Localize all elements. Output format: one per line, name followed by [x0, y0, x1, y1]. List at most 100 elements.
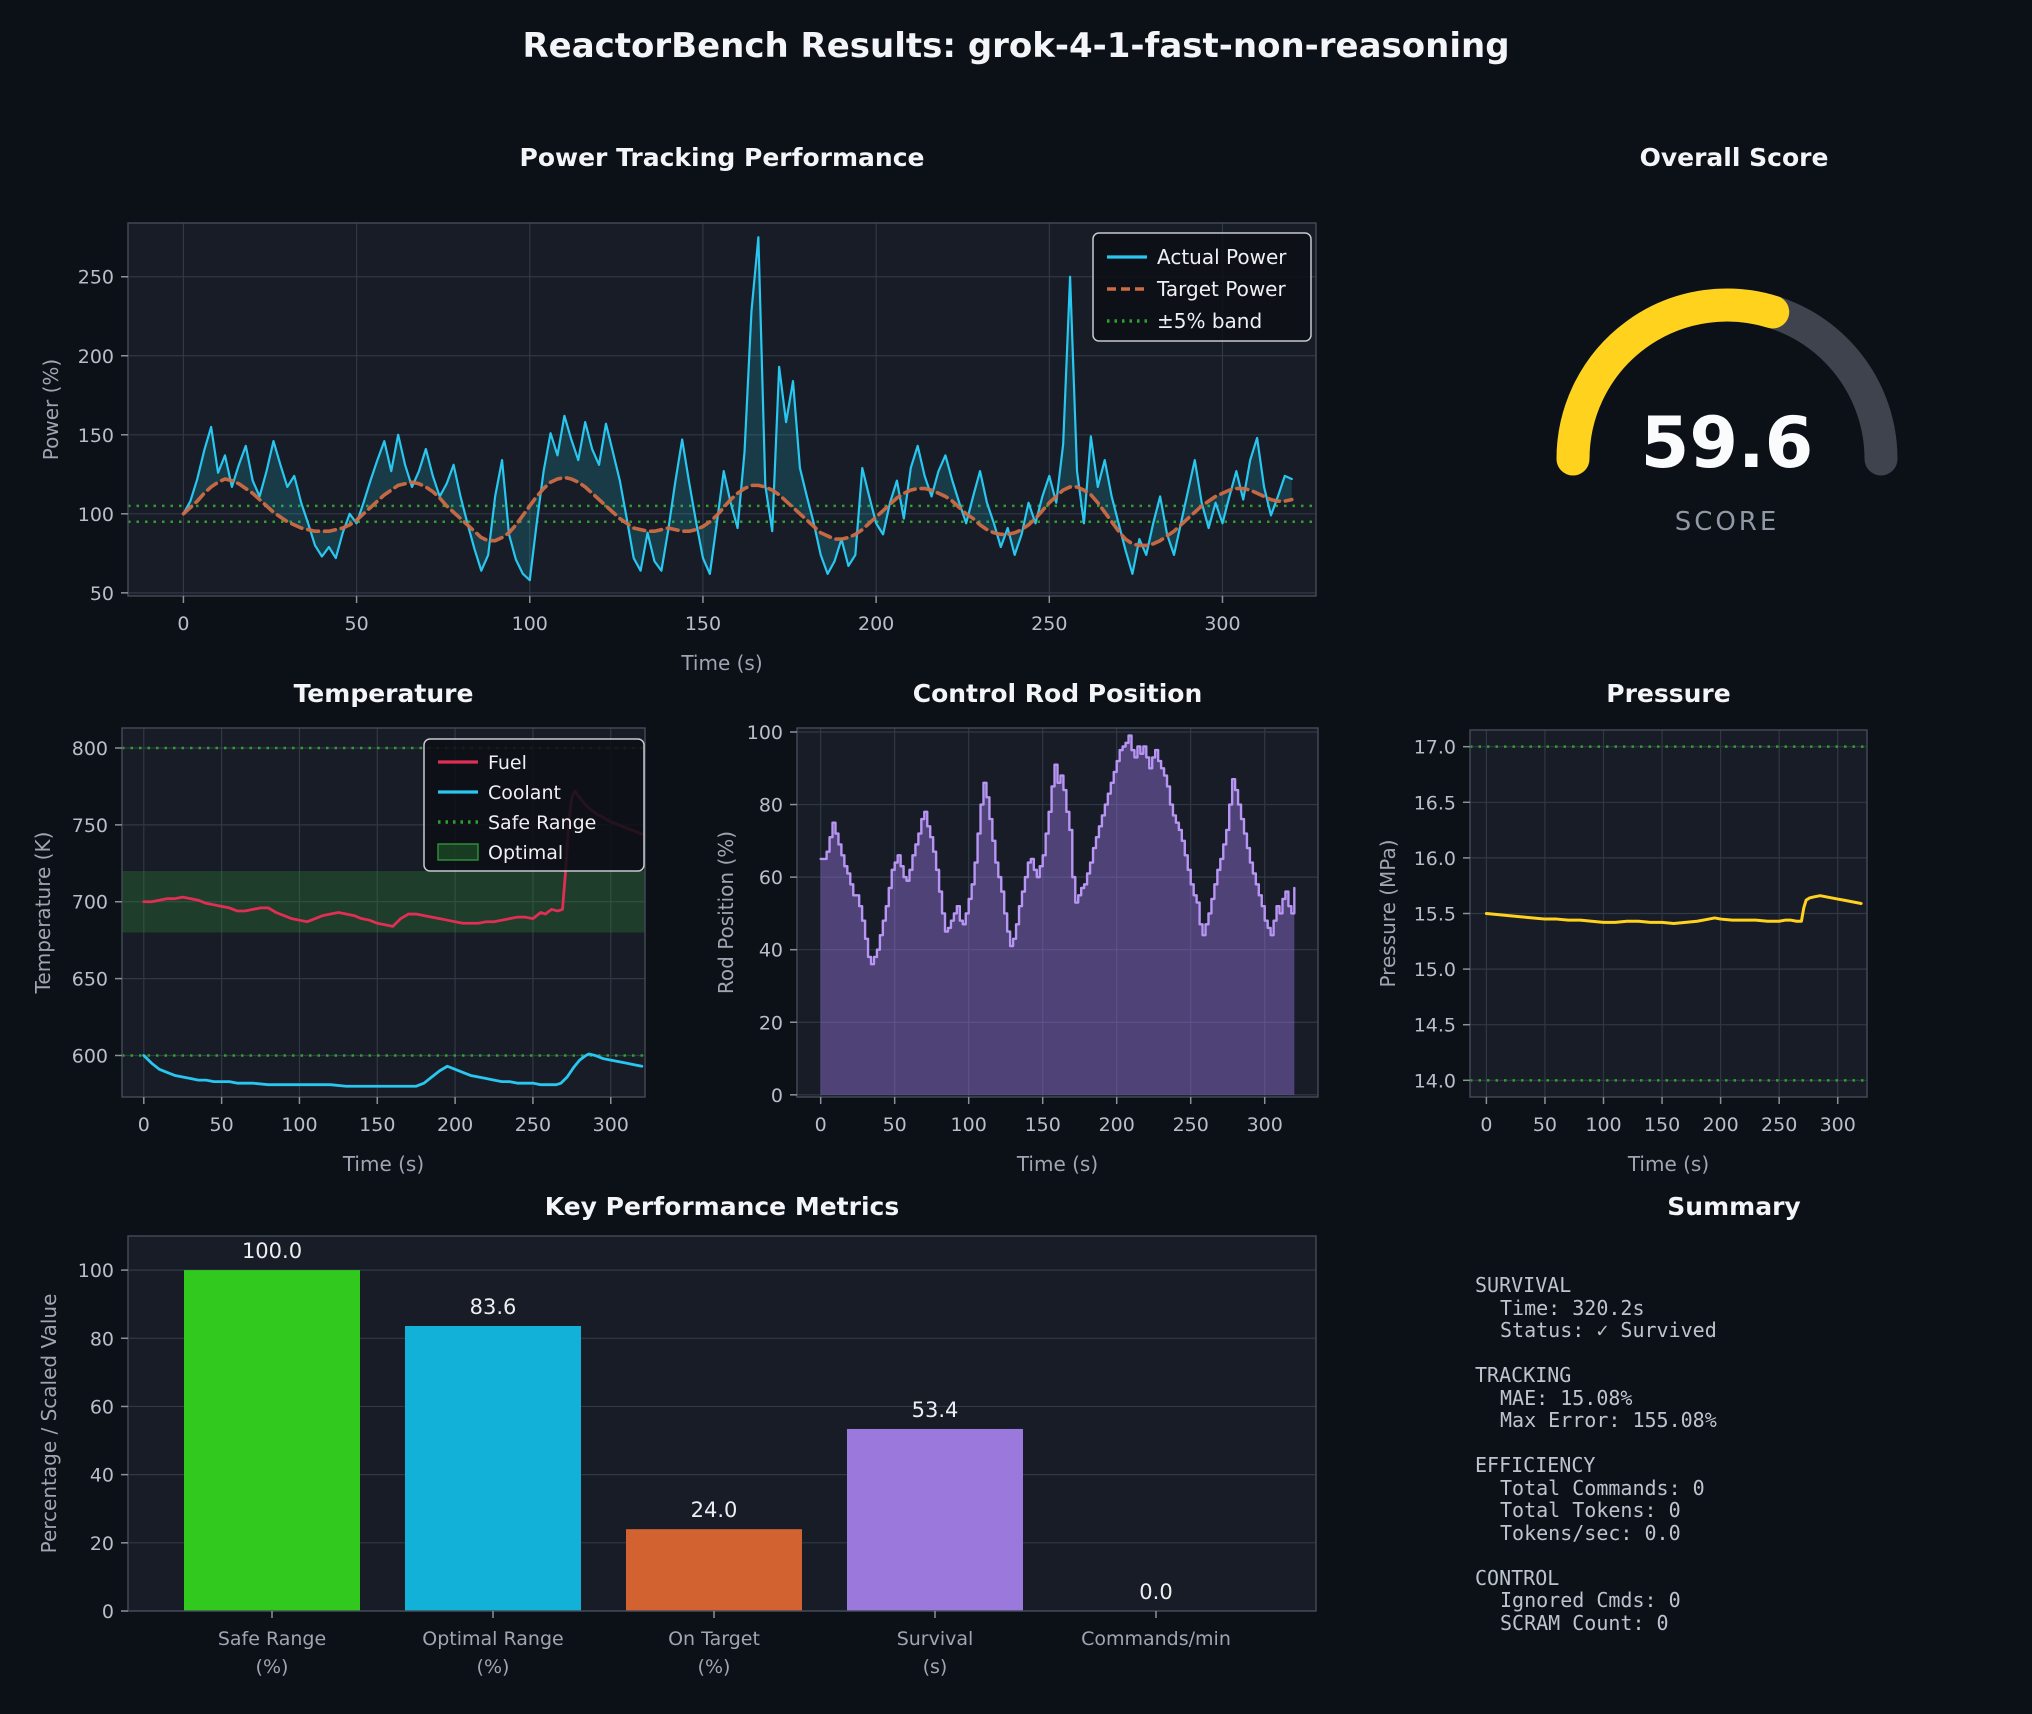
- svg-text:83.6: 83.6: [470, 1295, 517, 1319]
- svg-text:150: 150: [1025, 1114, 1061, 1136]
- svg-text:200: 200: [1099, 1114, 1135, 1136]
- svg-text:Safe Range: Safe Range: [218, 1628, 326, 1650]
- svg-text:300: 300: [1247, 1114, 1283, 1136]
- svg-text:200: 200: [1702, 1114, 1738, 1136]
- summary-section-header: SURVIVAL: [1475, 1273, 1572, 1297]
- summary-body: SURVIVAL Time: 320.2s Status: ✓ Survived TR…: [1475, 1274, 2005, 1657]
- axes: 0 20 40 60 80 100 Safe Range (%) Optimal Range (%…: [37, 1260, 1231, 1678]
- svg-text:(s): (s): [923, 1656, 948, 1678]
- summary-title: Summary: [1667, 1192, 1801, 1221]
- svg-text:20: 20: [759, 1012, 783, 1034]
- svg-text:16.5: 16.5: [1414, 792, 1456, 814]
- svg-text:150: 150: [685, 613, 721, 635]
- svg-text:100: 100: [1585, 1114, 1621, 1136]
- svg-text:100.0: 100.0: [242, 1239, 302, 1263]
- page-title: ReactorBench Results: grok-4-1-fast-non-…: [522, 26, 1510, 66]
- svg-text:250: 250: [78, 267, 114, 289]
- svg-text:50: 50: [210, 1114, 234, 1136]
- svg-text:40: 40: [759, 940, 783, 962]
- svg-text:0: 0: [771, 1085, 783, 1107]
- svg-text:0: 0: [102, 1601, 114, 1623]
- axes: 0 50 100 150 200 250 300 14.0 14.5 15.0 15.5 16.0 16…: [1376, 737, 1856, 1176]
- temperature-title: Temperature: [293, 679, 474, 708]
- svg-text:Fuel: Fuel: [488, 752, 527, 774]
- svg-text:(%): (%): [477, 1656, 510, 1678]
- svg-text:(%): (%): [256, 1656, 289, 1678]
- summary-section: SURVIVAL Time: 320.2s Status: ✓ Survived: [1475, 1274, 2005, 1342]
- svg-text:600: 600: [72, 1045, 108, 1067]
- svg-text:200: 200: [78, 346, 114, 368]
- svg-text:700: 700: [72, 892, 108, 914]
- svg-text:14.0: 14.0: [1414, 1070, 1456, 1092]
- svg-text:50: 50: [90, 583, 114, 605]
- bar-Optimal Range: [405, 1326, 581, 1611]
- svg-text:40: 40: [90, 1465, 114, 1487]
- svg-text:100: 100: [747, 722, 783, 744]
- axes: 0 50 100 150 200 250 300 50 100 150 200 250 Time (s)…: [39, 267, 1241, 675]
- svg-text:17.0: 17.0: [1414, 737, 1456, 759]
- svg-text:Rod Position (%): Rod Position (%): [714, 831, 738, 994]
- pressure-title: Pressure: [1606, 679, 1731, 708]
- svg-text:0.0: 0.0: [1139, 1580, 1172, 1604]
- bar-On Target: [626, 1529, 802, 1611]
- summary-section: CONTROL Ignored Cmds: 0 SCRAM Count: 0: [1475, 1565, 2005, 1635]
- svg-text:0: 0: [815, 1114, 827, 1136]
- svg-text:60: 60: [90, 1396, 114, 1418]
- summary-section-header: EFFICIENCY: [1475, 1453, 1596, 1477]
- svg-text:250: 250: [515, 1114, 551, 1136]
- summary-line: Max Error: 155.08%: [1500, 1408, 1717, 1432]
- svg-text:Percentage / Scaled Value: Percentage / Scaled Value: [37, 1294, 61, 1554]
- svg-text:15.5: 15.5: [1414, 904, 1456, 926]
- svg-text:Optimal: Optimal: [488, 842, 563, 864]
- svg-text:200: 200: [858, 613, 894, 635]
- svg-text:100: 100: [281, 1114, 317, 1136]
- legend: Fuel Coolant Safe Range Optimal: [423, 738, 645, 872]
- svg-text:650: 650: [72, 969, 108, 991]
- svg-text:Survival: Survival: [897, 1628, 974, 1650]
- svg-text:16.0: 16.0: [1414, 848, 1456, 870]
- svg-text:Time (s): Time (s): [1627, 1152, 1709, 1176]
- svg-text:150: 150: [359, 1114, 395, 1136]
- svg-text:150: 150: [78, 425, 114, 447]
- series-fill: [820, 735, 1295, 1095]
- rod-position-title: Control Rod Position: [912, 679, 1203, 708]
- svg-text:60: 60: [759, 867, 783, 889]
- summary-section-header: CONTROL: [1475, 1565, 1560, 1590]
- summary-section-header: TRACKING: [1475, 1363, 1572, 1387]
- summary-line: Time: 320.2s: [1500, 1295, 1645, 1320]
- power-chart-title: Power Tracking Performance: [519, 143, 925, 172]
- svg-text:300: 300: [1204, 613, 1240, 635]
- svg-text:20: 20: [90, 1533, 114, 1555]
- summary-line: Ignored Cmds: 0: [1500, 1588, 1681, 1612]
- svg-text:300: 300: [1820, 1114, 1856, 1136]
- summary-line: Total Tokens: 0: [1500, 1498, 1681, 1522]
- svg-text:Power (%): Power (%): [39, 359, 63, 460]
- summary-line: Total Commands: 0: [1500, 1475, 1705, 1500]
- svg-text:250: 250: [1761, 1114, 1797, 1136]
- svg-text:53.4: 53.4: [912, 1398, 959, 1422]
- summary-line: SCRAM Count: 0: [1500, 1610, 1669, 1635]
- series-Pressure: [1484, 894, 1863, 926]
- svg-text:100: 100: [512, 613, 548, 635]
- summary-section: TRACKING MAE: 15.08% Max Error: 155.08%: [1475, 1364, 2005, 1432]
- svg-text:50: 50: [1533, 1114, 1557, 1136]
- svg-text:300: 300: [593, 1114, 629, 1136]
- bar-Survival: [847, 1428, 1023, 1611]
- score-value: 59.6: [1641, 402, 1814, 484]
- svg-text:Target Power: Target Power: [1156, 277, 1286, 301]
- svg-text:100: 100: [78, 504, 114, 526]
- svg-text:Pressure (MPa): Pressure (MPa): [1376, 839, 1400, 987]
- svg-text:100: 100: [78, 1260, 114, 1282]
- svg-text:750: 750: [72, 815, 108, 837]
- svg-text:0: 0: [1480, 1114, 1492, 1136]
- legend: Actual Power Target Power ±5% band: [1092, 232, 1312, 342]
- svg-text:0: 0: [177, 613, 189, 635]
- series-Actual Power: [182, 236, 1293, 582]
- svg-text:80: 80: [759, 795, 783, 817]
- svg-text:150: 150: [1644, 1114, 1680, 1136]
